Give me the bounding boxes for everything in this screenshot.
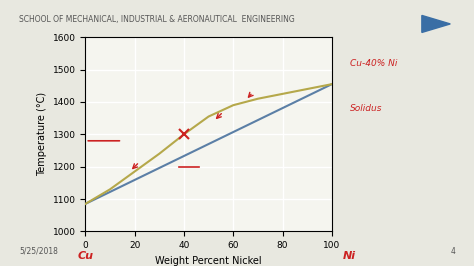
Y-axis label: Temperature (°C): Temperature (°C)	[37, 92, 47, 176]
Text: 4: 4	[450, 247, 455, 256]
Text: SCHOOL OF MECHANICAL, INDUSTRIAL & AERONAUTICAL  ENGINEERING: SCHOOL OF MECHANICAL, INDUSTRIAL & AERON…	[19, 15, 295, 24]
Text: Ni: Ni	[343, 251, 356, 261]
Polygon shape	[422, 15, 450, 32]
Text: Cu-40% Ni: Cu-40% Ni	[350, 59, 398, 68]
X-axis label: Weight Percent Nickel: Weight Percent Nickel	[155, 256, 262, 266]
Text: 5/25/2018: 5/25/2018	[19, 247, 58, 256]
Text: Cu: Cu	[77, 251, 93, 261]
Text: Solidus: Solidus	[350, 104, 383, 113]
